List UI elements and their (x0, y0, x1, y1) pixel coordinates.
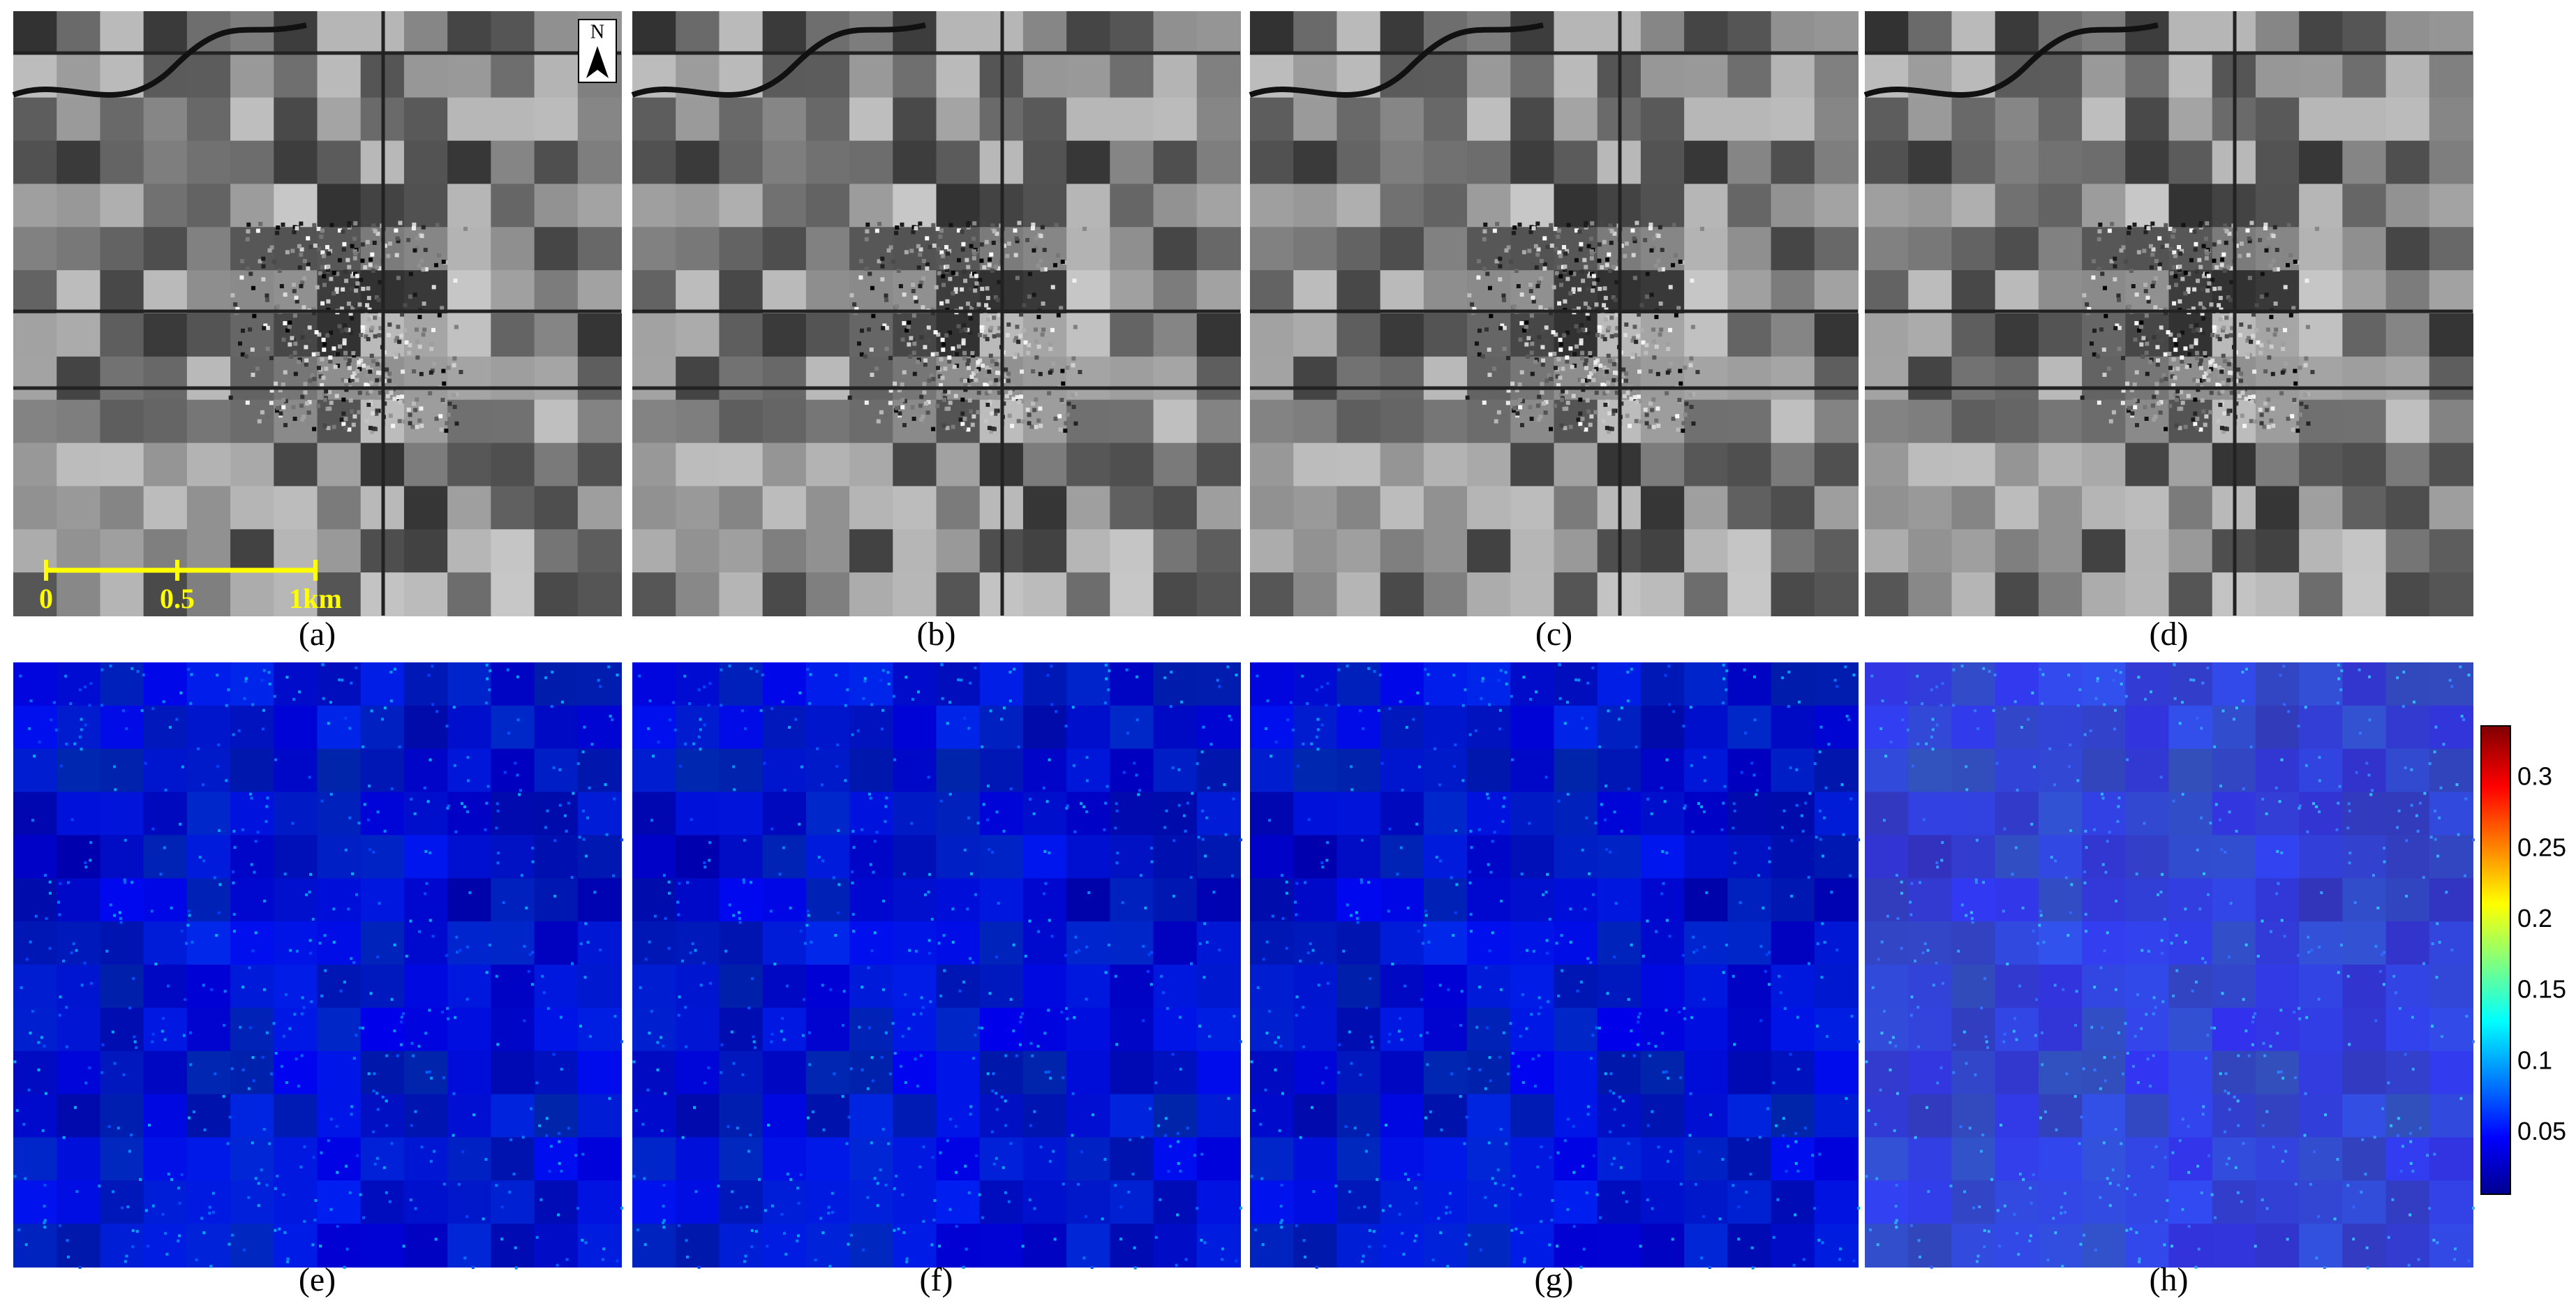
colorbar (2480, 725, 2511, 1195)
scale-bar-label: 0 (39, 583, 53, 614)
image-panel (632, 662, 1242, 1270)
panel-caption: (b) (917, 616, 956, 653)
panel-caption: (h) (2150, 1261, 2189, 1298)
colorbar-tick-label: 0.2 (2517, 904, 2552, 933)
colorbar-tick-label: 0.15 (2517, 975, 2566, 1004)
north-arrow-label: N (590, 21, 604, 43)
image-panel (632, 11, 1241, 616)
panel-caption: (c) (1535, 616, 1572, 653)
panel-caption: (f) (920, 1261, 953, 1298)
panel-caption: (d) (2150, 616, 2189, 653)
image-panel (1865, 662, 2475, 1270)
colorbar-tick-label: 0.25 (2517, 833, 2566, 861)
colorbar-tick-label: 0.1 (2517, 1046, 2552, 1074)
panel-caption: (g) (1535, 1261, 1574, 1298)
colorbar-tick-label: 0.05 (2517, 1117, 2566, 1145)
image-panel (13, 662, 623, 1270)
panel-caption: (a) (299, 616, 336, 653)
panel-caption: (e) (299, 1261, 336, 1298)
north-arrow (586, 46, 609, 78)
scale-bar-label: 0.5 (160, 583, 195, 614)
image-panel (1865, 11, 2473, 616)
image-panel (1250, 662, 1860, 1270)
scale-bar-label: 1km (289, 583, 342, 614)
image-panel (1250, 11, 1859, 616)
image-panel (13, 11, 622, 616)
colorbar-tick-label: 0.3 (2517, 762, 2552, 791)
